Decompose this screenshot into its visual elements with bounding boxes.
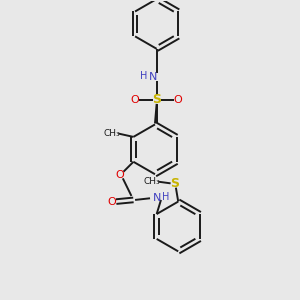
- Text: O: O: [174, 94, 183, 105]
- Text: O: O: [116, 170, 124, 180]
- Text: N: N: [149, 72, 158, 82]
- Text: CH₃: CH₃: [103, 129, 120, 138]
- Text: O: O: [107, 196, 116, 207]
- Text: CH₃: CH₃: [143, 177, 160, 186]
- Text: H: H: [162, 192, 169, 202]
- Text: S: S: [170, 177, 179, 190]
- Text: H: H: [140, 71, 148, 81]
- Text: O: O: [131, 94, 140, 105]
- Text: N: N: [152, 193, 161, 203]
- Text: S: S: [152, 93, 161, 106]
